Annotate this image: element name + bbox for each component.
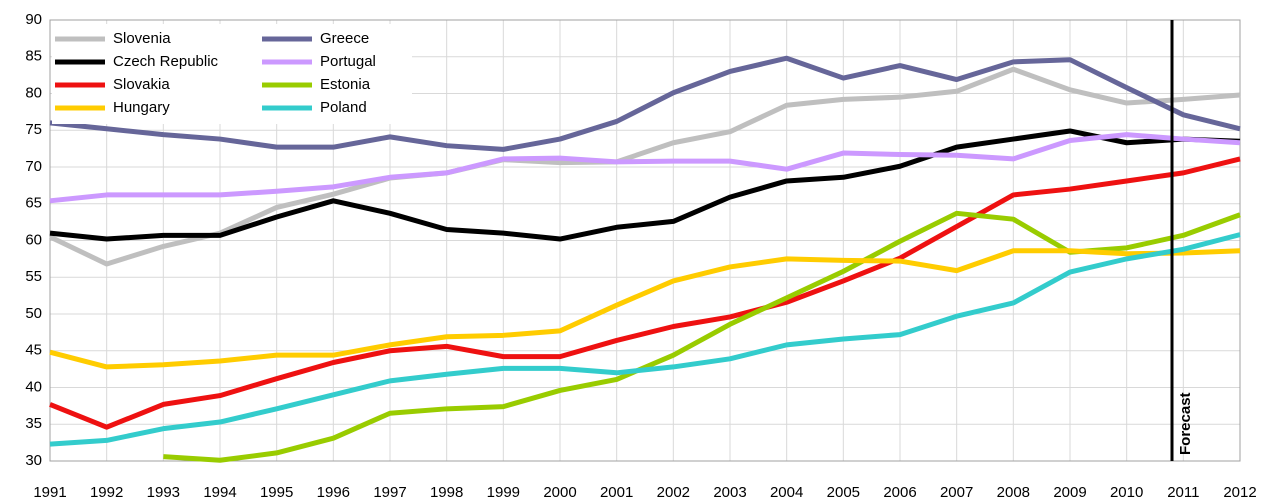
series-line	[49, 156, 1241, 430]
y-tick-label: 90	[25, 11, 42, 28]
x-tick-label: 2004	[770, 484, 803, 501]
x-tick-label: 1996	[317, 484, 350, 501]
y-tick-label: 70	[25, 158, 42, 175]
x-tick-label: 1991	[33, 484, 66, 501]
y-tick-label: 55	[25, 268, 42, 285]
y-tick-label: 85	[25, 48, 42, 65]
legend-label: Estonia	[320, 76, 371, 93]
x-tick-label: 1994	[203, 484, 236, 501]
x-tick-label: 2002	[657, 484, 690, 501]
x-tick-label: 2008	[997, 484, 1030, 501]
series-line	[49, 232, 1241, 447]
x-tick-label: 2011	[1167, 484, 1199, 501]
x-tick-label: 2006	[883, 484, 916, 501]
legend: Slovenia Greece Czech Republic Portugal Slov…	[52, 24, 412, 124]
legend-label: Czech Republic	[113, 53, 219, 70]
x-tick-label: 2007	[940, 484, 973, 501]
plot-border	[49, 19, 1241, 462]
y-tick-label: 75	[25, 121, 42, 138]
y-tick-label: 65	[25, 195, 42, 212]
legend-label: Poland	[320, 99, 367, 116]
x-tick-label: 2003	[713, 484, 746, 501]
legend-label: Hungary	[113, 99, 170, 116]
legend-label: Slovenia	[113, 30, 171, 47]
legend-label: Portugal	[320, 53, 376, 70]
series-line	[48, 66, 1241, 267]
x-tick-label: 2009	[1053, 484, 1086, 501]
y-tick-label: 60	[25, 231, 42, 248]
x-tick-label: 2010	[1110, 484, 1143, 501]
series-line	[163, 210, 1241, 463]
legend-background	[52, 24, 412, 124]
legend-label: Greece	[320, 30, 369, 47]
forecast-label: Forecast	[1177, 392, 1194, 455]
y-tick-label: 35	[25, 415, 42, 432]
x-tick-label: 1999	[487, 484, 520, 501]
x-tick-label: 2001	[600, 484, 633, 501]
series-line	[49, 248, 1241, 370]
y-tick-label: 80	[25, 84, 42, 101]
x-tick-label: 1998	[430, 484, 463, 501]
y-tick-label: 30	[25, 452, 42, 469]
y-tick-label: 45	[25, 342, 42, 359]
x-tick-label: 1992	[90, 484, 123, 501]
x-tick-label: 1993	[147, 484, 180, 501]
y-tick-label: 50	[25, 305, 42, 322]
x-tick-label: 1997	[373, 484, 406, 501]
x-tick-label: 1995	[260, 484, 293, 501]
y-tick-label: 40	[25, 378, 42, 395]
x-tick-label: 2005	[827, 484, 860, 501]
series-line	[49, 132, 1241, 204]
x-tick-label: 2012	[1223, 484, 1256, 501]
series-line	[49, 128, 1241, 242]
series-line	[49, 55, 1241, 152]
x-tick-label: 2000	[543, 484, 576, 501]
legend-label: Slovakia	[113, 76, 170, 93]
